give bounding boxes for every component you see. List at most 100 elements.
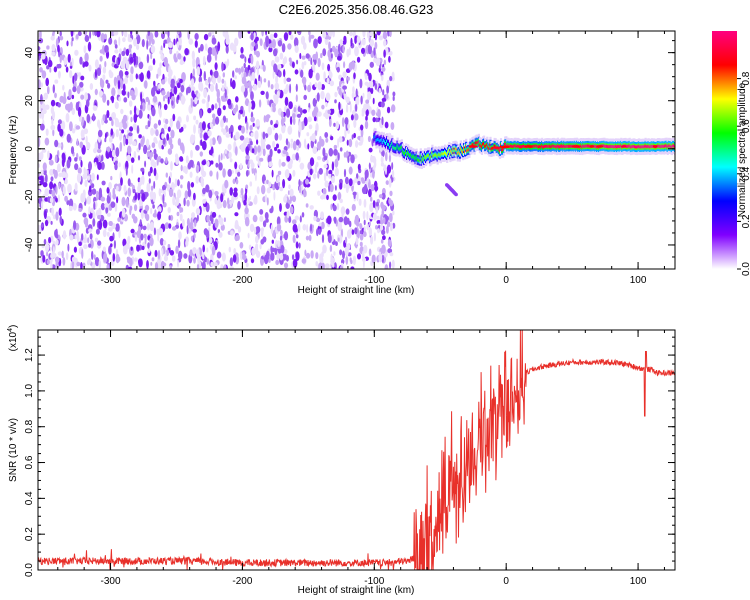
noise-blob — [207, 94, 210, 103]
noise-blob — [389, 75, 393, 82]
noise-blob — [292, 234, 296, 244]
noise-blob — [44, 219, 49, 227]
noise-blob — [150, 185, 154, 191]
noise-blob — [164, 118, 169, 125]
noise-blob — [381, 66, 386, 72]
noise-blob — [137, 155, 141, 161]
noise-blob — [326, 77, 330, 84]
noise-blob — [153, 80, 156, 86]
noise-blob — [86, 259, 91, 266]
noise-blob — [193, 232, 196, 239]
noise-blob — [140, 91, 143, 102]
noise-blob — [173, 85, 178, 95]
noise-blob — [110, 128, 114, 136]
noise-blob — [234, 146, 238, 156]
noise-blob — [241, 194, 244, 203]
noise-blob — [230, 230, 234, 236]
noise-blob — [344, 236, 348, 244]
noise-blob — [202, 244, 205, 253]
noise-blob — [235, 234, 240, 241]
noise-blob — [382, 235, 386, 241]
noise-blob — [128, 44, 133, 49]
noise-blob — [179, 31, 182, 39]
noise-blob — [208, 149, 213, 156]
noise-blob — [165, 172, 168, 178]
signal-peak — [589, 145, 595, 148]
noise-blob — [190, 149, 193, 159]
noise-blob — [89, 233, 93, 240]
noise-blob — [49, 67, 52, 73]
noise-blob — [259, 215, 264, 222]
noise-blob — [88, 185, 92, 193]
noise-blob — [207, 130, 212, 137]
noise-blob — [381, 254, 384, 264]
noise-blob — [334, 48, 339, 57]
noise-blob — [332, 204, 337, 212]
noise-blob — [180, 164, 183, 172]
noise-blob — [341, 117, 345, 128]
noise-blob — [162, 193, 165, 204]
noise-blob — [55, 239, 59, 246]
noise-blob — [362, 92, 365, 99]
noise-blob — [210, 123, 214, 129]
noise-blob — [48, 159, 54, 166]
noise-blob — [354, 46, 359, 57]
noise-blob — [148, 65, 153, 72]
noise-blob — [320, 195, 325, 200]
noise-blob — [192, 58, 196, 68]
noise-blob — [295, 139, 300, 146]
noise-blob — [222, 200, 227, 209]
noise-blob — [338, 136, 343, 143]
noise-blob — [121, 129, 125, 134]
noise-blob — [368, 248, 372, 257]
noise-blob — [74, 234, 77, 240]
noise-blob — [150, 45, 156, 54]
noise-blob — [133, 151, 137, 159]
noise-blob — [170, 143, 174, 150]
noise-blob — [221, 61, 224, 72]
noise-blob — [229, 266, 235, 269]
noise-blob — [70, 146, 75, 155]
noise-blob — [241, 76, 247, 85]
noise-blob — [154, 209, 157, 216]
noise-blob — [129, 207, 132, 216]
noise-blob — [232, 254, 237, 263]
noise-blob — [315, 161, 319, 168]
noise-blob — [345, 255, 349, 265]
noise-blob — [268, 181, 272, 188]
noise-blob — [140, 167, 145, 172]
noise-blob — [167, 72, 172, 78]
snr-scale-base: (x10 — [8, 331, 19, 351]
noise-blob — [108, 116, 113, 121]
noise-blob — [195, 119, 199, 125]
noise-blob — [298, 179, 301, 187]
noise-blob — [270, 252, 275, 261]
noise-blob — [52, 84, 55, 94]
noise-blob — [339, 265, 344, 269]
noise-blob — [298, 242, 301, 249]
noise-blob — [324, 132, 329, 138]
noise-blob — [176, 211, 180, 217]
noise-blob — [71, 94, 75, 100]
noise-blob — [94, 257, 100, 267]
noise-blob — [280, 244, 285, 254]
noise-blob — [389, 31, 392, 38]
noise-blob — [122, 238, 127, 247]
noise-blob — [136, 230, 141, 238]
noise-blob — [155, 129, 159, 137]
signal-peak — [493, 146, 501, 150]
noise-blob — [370, 155, 373, 163]
noise-blob — [160, 158, 164, 164]
noise-blob — [138, 134, 142, 139]
noise-blob — [367, 44, 372, 55]
noise-blob — [151, 257, 155, 262]
noise-blob — [137, 56, 141, 63]
noise-blob — [184, 48, 189, 56]
noise-blob — [257, 80, 262, 89]
noise-blob — [332, 262, 335, 268]
noise-blob — [360, 95, 363, 105]
noise-blob — [49, 197, 54, 204]
noise-blob — [339, 179, 343, 184]
noise-blob — [202, 187, 206, 195]
noise-blob — [303, 116, 308, 127]
